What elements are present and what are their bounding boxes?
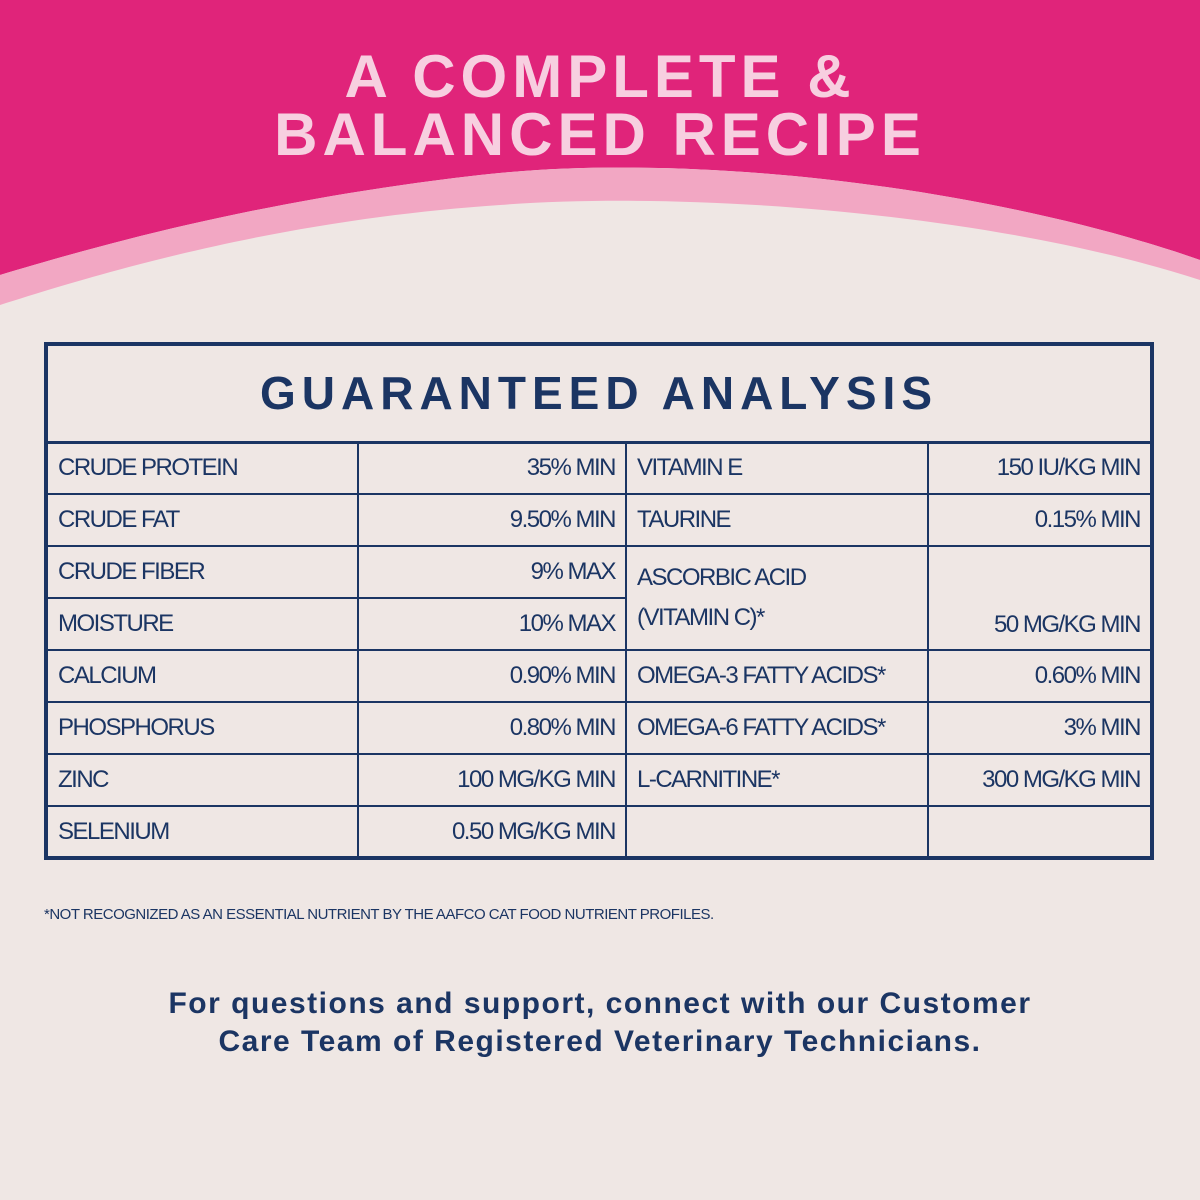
- nutrient-name: CALCIUM: [45, 649, 359, 703]
- nutrient-name: ASCORBIC ACID (VITAMIN C)*: [625, 545, 929, 651]
- hero-title-line1: A COMPLETE &: [344, 43, 856, 110]
- nutrient-value: 150 IU/KG MIN: [927, 441, 1153, 495]
- table-row: CRUDE FIBER 9% MAX ASCORBIC ACID (VITAMIN…: [45, 545, 1153, 651]
- hero-title-line2: BALANCED RECIPE: [274, 101, 926, 168]
- nutrient-name: L-CARNITINE*: [625, 753, 929, 807]
- nutrient-name: MOISTURE: [45, 597, 359, 651]
- nutrient-value: 0.50 MG/KG MIN: [357, 805, 627, 859]
- support-line2: Care Team of Registered Veterinary Techn…: [218, 1025, 982, 1058]
- table-row: MOISTURE 10% MAX: [45, 597, 1152, 651]
- empty-cell: [625, 805, 929, 859]
- nutrient-name: ZINC: [45, 753, 359, 807]
- table-row: CALCIUM 0.90% MIN OMEGA-3 FATTY ACIDS* 0…: [45, 649, 1153, 703]
- empty-cell: [927, 805, 1153, 859]
- nutrient-value: 0.90% MIN: [357, 649, 627, 703]
- nutrient-name: OMEGA-3 FATTY ACIDS*: [625, 649, 929, 703]
- nutrient-value: 10% MAX: [357, 597, 627, 651]
- nutrient-value: 9.50% MIN: [357, 493, 627, 547]
- nutrient-value: 100 MG/KG MIN: [357, 753, 627, 807]
- nutrient-name: OMEGA-6 FATTY ACIDS*: [625, 701, 929, 755]
- nutrient-name-line2: (VITAMIN C)*: [637, 604, 765, 631]
- nutrient-name: TAURINE: [625, 493, 929, 547]
- support-message: For questions and support, connect with …: [0, 985, 1200, 1061]
- nutrient-name-line1: ASCORBIC ACID: [637, 564, 807, 591]
- guaranteed-analysis-table: GUARANTEED ANALYSIS CRUDE PROTEIN 35% MI…: [44, 342, 1154, 860]
- nutrient-name: CRUDE PROTEIN: [45, 441, 359, 495]
- nutrient-value: 0.80% MIN: [357, 701, 627, 755]
- nutrient-name: SELENIUM: [45, 805, 359, 859]
- nutrient-name: CRUDE FAT: [45, 493, 359, 547]
- nutrient-value: 300 MG/KG MIN: [927, 753, 1153, 807]
- table-row: PHOSPHORUS 0.80% MIN OMEGA-6 FATTY ACIDS…: [45, 701, 1153, 755]
- table-row: CRUDE PROTEIN 35% MIN VITAMIN E 150 IU/K…: [45, 441, 1153, 495]
- table-row: ZINC 100 MG/KG MIN L-CARNITINE* 300 MG/K…: [45, 753, 1153, 807]
- hero-title: A COMPLETE & BALANCED RECIPE: [0, 43, 1200, 168]
- nutrient-value: 0.60% MIN: [927, 649, 1153, 703]
- nutrient-name: VITAMIN E: [625, 441, 929, 495]
- nutrient-value: 0.15% MIN: [927, 493, 1153, 547]
- nutrient-value: 3% MIN: [927, 701, 1153, 755]
- support-line1: For questions and support, connect with …: [168, 987, 1032, 1020]
- nutrient-value: 35% MIN: [357, 441, 627, 495]
- footnote: *NOT RECOGNIZED AS AN ESSENTIAL NUTRIENT…: [44, 906, 714, 923]
- nutrient-value: 9% MAX: [357, 545, 627, 599]
- nutrient-name: PHOSPHORUS: [45, 701, 359, 755]
- table-row: SELENIUM 0.50 MG/KG MIN: [45, 805, 1153, 859]
- pink-header-band: [0, 0, 1200, 275]
- table-row: CRUDE FAT 9.50% MIN TAURINE 0.15% MIN: [45, 493, 1153, 547]
- nutrient-value: 50 MG/KG MIN: [927, 545, 1153, 651]
- table-title: GUARANTEED ANALYSIS: [45, 343, 1153, 444]
- nutrient-name: CRUDE FIBER: [45, 545, 359, 599]
- light-pink-stripe: [0, 167, 1200, 305]
